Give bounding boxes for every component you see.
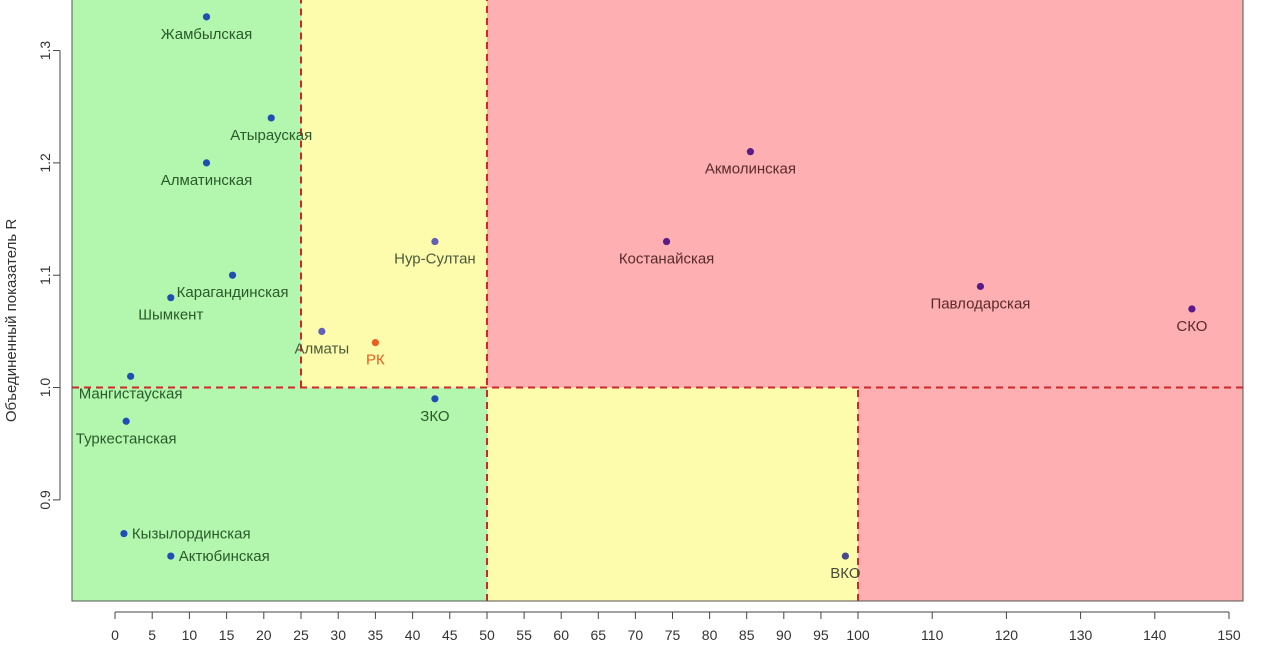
point-3: [228, 271, 237, 279]
point-label-16: СКО: [1176, 318, 1207, 335]
x-tick-label-30: 30: [330, 627, 346, 643]
zone-5: [858, 387, 1243, 601]
x-tick-label-70: 70: [628, 627, 644, 643]
x-tick-label-75: 75: [665, 627, 681, 643]
point-label-2: Алматинская: [161, 172, 252, 189]
zone-backgrounds: [72, 0, 1243, 601]
point-7: [120, 529, 128, 538]
x-tick-label-130: 130: [1069, 627, 1093, 643]
y-tick-label-2: 1.1: [37, 265, 53, 285]
zone-1: [301, 0, 487, 388]
x-tick-label-110: 110: [921, 627, 944, 643]
x-tick-label-50: 50: [479, 627, 495, 643]
x-tick-label-95: 95: [813, 627, 829, 643]
point-5: [127, 372, 135, 380]
zone-4: [487, 387, 858, 601]
point-1: [267, 114, 275, 122]
x-tick-label-25: 25: [293, 627, 309, 643]
x-tick-label-60: 60: [553, 627, 569, 643]
point-11: [431, 237, 439, 246]
point-label-4: Шымкент: [138, 307, 203, 324]
x-axis: 0 5 10 15 20 25 30 35 40 45 50 55 60 65 70 75 80 85 90 95 10…: [111, 611, 1241, 643]
point-9: [318, 327, 326, 335]
point-label-3: Карагандинская: [177, 284, 289, 301]
point-16: [1188, 305, 1196, 313]
point-labels: Жамбылская Атырауская Алматинская Караганди…: [76, 26, 1208, 582]
point-label-6: Туркестанская: [76, 430, 177, 447]
zone-3: [72, 387, 487, 601]
x-tick-label-10: 10: [182, 627, 198, 643]
x-tick-label-45: 45: [442, 627, 458, 643]
point-17: [841, 552, 849, 560]
point-label-13: Костанайская: [619, 251, 715, 268]
y-axis: 0.9 1.0 1.1 1.2 1.3: [37, 41, 61, 510]
threshold-lines: [72, 0, 1243, 601]
point-label-17: ВКО: [830, 565, 860, 582]
x-tick-label-35: 35: [368, 627, 384, 643]
point-14: [746, 148, 755, 156]
point-label-11: Нур-Султан: [394, 251, 476, 268]
point-15: [976, 282, 985, 291]
data-points: [120, 13, 1196, 560]
point-12: [431, 395, 439, 403]
y-axis-label: Объединенный показатель R: [3, 219, 20, 423]
point-label-15: Павлодарская: [930, 295, 1030, 312]
point-label-1: Атырауская: [230, 127, 312, 144]
x-tick-label-55: 55: [516, 627, 532, 643]
point-label-10: РК: [366, 352, 385, 369]
point-2: [202, 159, 211, 167]
plot-frame: [71, 0, 1244, 602]
x-tick-label-120: 120: [995, 627, 1019, 643]
x-tick-label-85: 85: [739, 627, 755, 643]
point-10: [371, 339, 379, 347]
x-tick-label-80: 80: [702, 627, 718, 643]
y-tick-label-4: 1.3: [37, 41, 53, 61]
point-label-5: Мангистауская: [79, 385, 183, 402]
point-label-12: ЗКО: [420, 408, 449, 425]
point-8: [167, 552, 175, 560]
point-label-14: Акмолинская: [705, 161, 796, 178]
point-13: [662, 237, 671, 246]
point-4: [167, 294, 175, 302]
x-tick-label-20: 20: [256, 627, 272, 643]
x-tick-label-0: 0: [111, 627, 119, 643]
x-tick-label-15: 15: [219, 627, 235, 643]
x-tick-label-90: 90: [776, 627, 792, 643]
x-tick-label-5: 5: [148, 627, 156, 643]
x-tick-label-100: 100: [846, 627, 870, 643]
y-tick-label-1: 1.0: [37, 378, 53, 398]
point-6: [122, 417, 130, 425]
point-0: [202, 13, 211, 21]
point-label-8: Актюбинская: [179, 548, 270, 565]
y-tick-label-0: 0.9: [37, 490, 53, 510]
y-tick-label-3: 1.2: [37, 153, 53, 173]
zone-2: [487, 0, 1243, 388]
point-label-0: Жамбылская: [161, 26, 253, 43]
point-label-9: Алматы: [294, 340, 349, 357]
x-tick-label-150: 150: [1217, 627, 1241, 643]
zone-0: [72, 0, 301, 388]
x-tick-label-65: 65: [591, 627, 607, 643]
point-label-7: Кызылординская: [132, 526, 251, 543]
x-tick-label-40: 40: [405, 627, 421, 643]
x-tick-label-140: 140: [1143, 627, 1167, 643]
